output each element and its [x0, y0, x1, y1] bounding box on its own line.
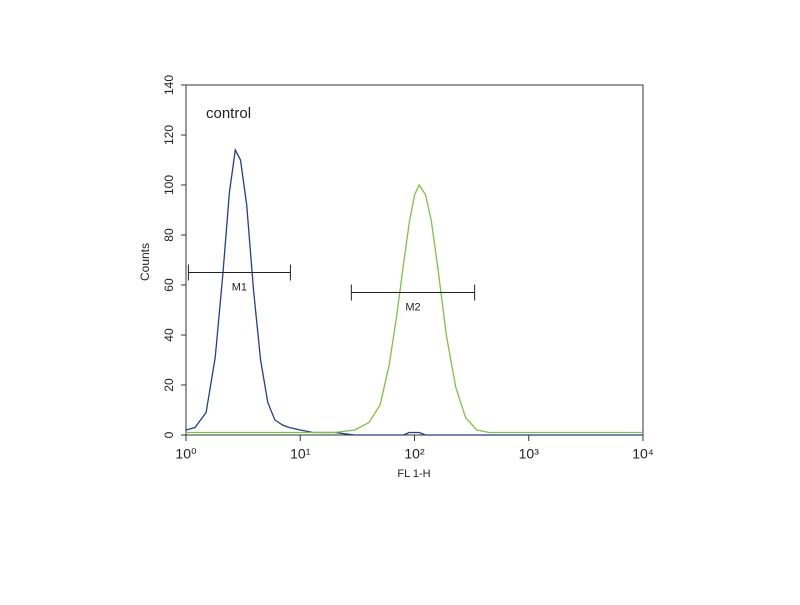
annotation: control — [206, 105, 251, 122]
y-tick-label: 0 — [162, 431, 176, 438]
y-tick-label: 60 — [162, 278, 176, 292]
y-tick-label: 140 — [162, 75, 176, 95]
x-tick-label: 10² — [404, 446, 425, 462]
x-tick-label: 10³ — [519, 446, 540, 462]
y-tick-label: 120 — [162, 125, 176, 145]
plot-frame — [185, 84, 644, 436]
marker-label: M1 — [232, 281, 247, 293]
y-tick-label: 40 — [162, 328, 176, 342]
y-tick-label: 80 — [162, 228, 176, 242]
y-axis-label: Counts — [138, 243, 152, 281]
histogram-line — [185, 147, 643, 436]
x-tick-label: 10⁴ — [632, 446, 654, 462]
x-axis-label: FL 1-H — [397, 468, 430, 480]
y-tick-label: 100 — [162, 175, 176, 195]
y-tick-label: 20 — [162, 378, 176, 392]
x-tick-label: 10⁰ — [175, 446, 197, 462]
histogram-line — [186, 183, 643, 434]
marker-label: M2 — [405, 301, 420, 313]
x-tick-label: 10¹ — [290, 446, 311, 462]
